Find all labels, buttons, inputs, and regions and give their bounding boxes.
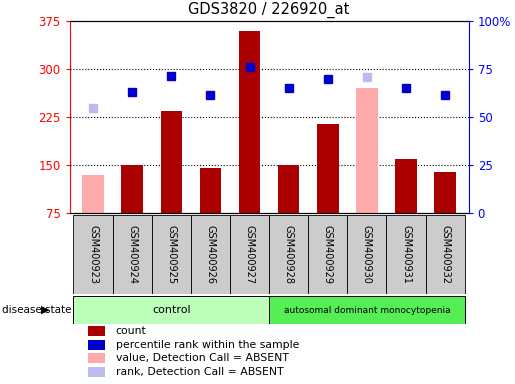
Text: GSM400929: GSM400929 — [323, 225, 333, 284]
Bar — [161, 111, 182, 213]
Bar — [435, 172, 456, 213]
Bar — [191, 215, 230, 294]
Text: GSM400930: GSM400930 — [362, 225, 372, 284]
Bar — [230, 215, 269, 294]
Bar — [347, 215, 386, 294]
Bar — [396, 159, 417, 213]
Text: GSM400927: GSM400927 — [245, 225, 254, 284]
Bar — [425, 215, 465, 294]
Text: GSM400932: GSM400932 — [440, 225, 450, 284]
Bar — [113, 215, 152, 294]
Bar — [269, 215, 308, 294]
Title: GDS3820 / 226920_at: GDS3820 / 226920_at — [188, 2, 350, 18]
Bar — [88, 353, 105, 363]
Text: rank, Detection Call = ABSENT: rank, Detection Call = ABSENT — [116, 367, 283, 377]
Bar — [122, 165, 143, 213]
Bar — [308, 215, 347, 294]
Text: ▶: ▶ — [41, 305, 49, 315]
Bar — [152, 215, 191, 294]
Text: autosomal dominant monocytopenia: autosomal dominant monocytopenia — [284, 306, 450, 314]
Bar — [74, 215, 113, 294]
Text: GSM400931: GSM400931 — [401, 225, 411, 284]
Text: GSM400925: GSM400925 — [166, 225, 176, 284]
Bar — [88, 339, 105, 349]
Bar — [239, 31, 260, 213]
Bar — [200, 168, 221, 213]
Text: count: count — [116, 326, 146, 336]
Bar — [269, 296, 465, 324]
Text: disease state: disease state — [2, 305, 71, 315]
Text: GSM400923: GSM400923 — [88, 225, 98, 284]
Bar — [88, 367, 105, 377]
Bar — [317, 124, 338, 213]
Text: value, Detection Call = ABSENT: value, Detection Call = ABSENT — [116, 353, 288, 363]
Bar — [386, 215, 425, 294]
Text: GSM400924: GSM400924 — [127, 225, 137, 284]
Text: GSM400928: GSM400928 — [284, 225, 294, 284]
Bar — [356, 88, 377, 213]
Bar — [82, 175, 104, 213]
Text: percentile rank within the sample: percentile rank within the sample — [116, 339, 299, 349]
Bar — [74, 296, 269, 324]
Text: GSM400926: GSM400926 — [205, 225, 215, 284]
Text: control: control — [152, 305, 191, 315]
Bar — [88, 326, 105, 336]
Bar — [278, 165, 299, 213]
